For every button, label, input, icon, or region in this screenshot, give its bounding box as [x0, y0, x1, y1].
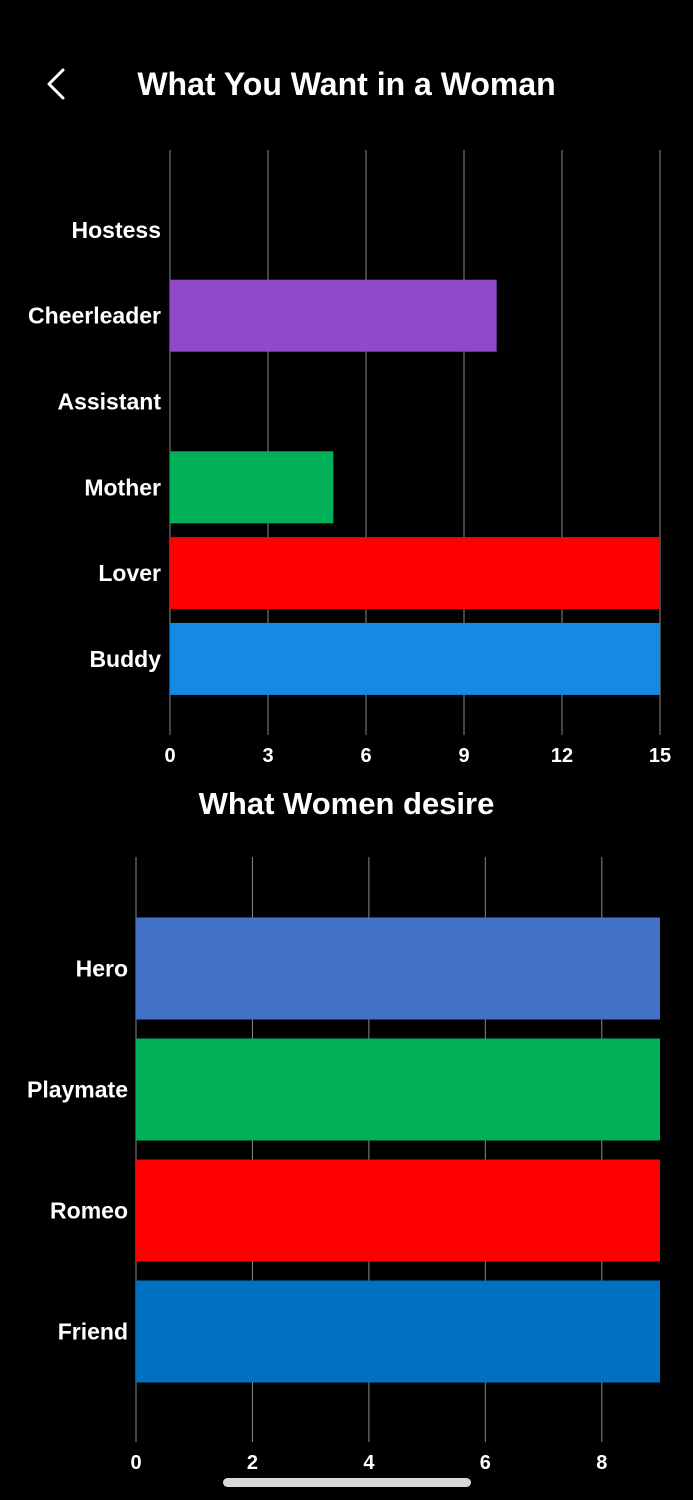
x-tick-label: 4	[363, 1452, 375, 1474]
category-label: Romeo	[50, 1198, 128, 1224]
x-tick-label: 2	[247, 1452, 258, 1474]
category-label: Friend	[58, 1319, 128, 1345]
chart2-title: What Women desire	[198, 786, 495, 821]
x-tick-label: 3	[262, 745, 273, 767]
category-label: Hostess	[72, 217, 161, 243]
back-button[interactable]	[36, 60, 80, 108]
header: What You Want in a Woman	[0, 0, 693, 170]
page-title: What You Want in a Woman	[137, 66, 556, 102]
bar-romeo	[136, 1159, 660, 1262]
x-tick-label: 15	[649, 745, 671, 767]
chart-what-you-want: 0 3 6 9 12 15 Hostess Cheerleader Assistant Mothe…	[28, 150, 671, 767]
category-label: Lover	[98, 560, 161, 586]
bar-playmate	[136, 1038, 660, 1141]
chevron-left-icon	[47, 68, 65, 100]
category-label: Assistant	[57, 389, 161, 415]
x-tick-label: 6	[360, 745, 371, 767]
bar-friend	[136, 1280, 660, 1383]
x-tick-label: 6	[480, 1452, 491, 1474]
category-label: Mother	[84, 474, 161, 500]
bar-mother	[170, 451, 334, 524]
bar-hero	[136, 917, 660, 1020]
bar-lover	[170, 537, 660, 610]
x-tick-label: 9	[458, 745, 469, 767]
x-tick-label: 0	[164, 745, 175, 767]
category-label: Hero	[76, 956, 128, 982]
home-indicator[interactable]	[223, 1478, 471, 1487]
category-label: Playmate	[27, 1077, 128, 1103]
bar-buddy	[170, 622, 660, 695]
category-label: Cheerleader	[28, 303, 161, 329]
x-tick-label: 12	[551, 745, 573, 767]
category-label: Buddy	[89, 646, 161, 672]
bar-cheerleader	[170, 279, 497, 352]
x-tick-label: 8	[596, 1452, 607, 1474]
x-tick-label: 0	[130, 1452, 141, 1474]
